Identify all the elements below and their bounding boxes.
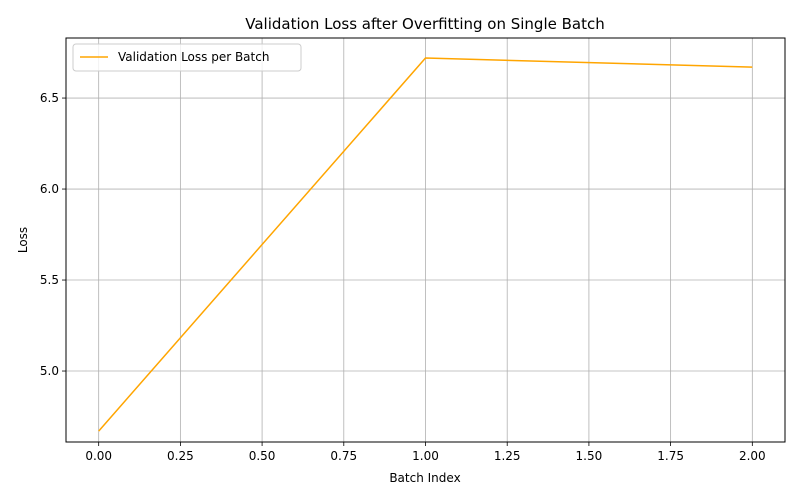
- y-tick-label: 5.5: [40, 273, 59, 287]
- legend-label: Validation Loss per Batch: [118, 50, 269, 64]
- x-tick-label: 2.00: [739, 449, 766, 463]
- chart-title: Validation Loss after Overfitting on Sin…: [245, 15, 604, 33]
- series-line: [98, 57, 753, 432]
- grid-lines: [66, 38, 785, 442]
- series-layer: [98, 57, 753, 432]
- x-tick-label: 0.25: [167, 449, 194, 463]
- x-axis-label: Batch Index: [389, 471, 460, 485]
- x-tick-label: 1.75: [657, 449, 684, 463]
- y-tick-label: 5.0: [40, 364, 59, 378]
- y-tick-label: 6.0: [40, 182, 59, 196]
- x-tick-label: 1.00: [412, 449, 439, 463]
- y-tick-label: 6.5: [40, 91, 59, 105]
- x-tick-label: 1.50: [576, 449, 603, 463]
- x-tick-label: 0.00: [85, 449, 112, 463]
- y-axis-label: Loss: [16, 227, 30, 253]
- x-tick-label: 0.50: [249, 449, 276, 463]
- legend: Validation Loss per Batch: [72, 43, 302, 72]
- tick-layer: 0.00 0.25 0.50 0.75 1.00 1.25 1.50 1.75 2.00 5.0 5…: [40, 91, 766, 463]
- x-tick-label: 1.25: [494, 449, 521, 463]
- legend-box: [72, 43, 302, 72]
- x-tick-label: 0.75: [330, 449, 357, 463]
